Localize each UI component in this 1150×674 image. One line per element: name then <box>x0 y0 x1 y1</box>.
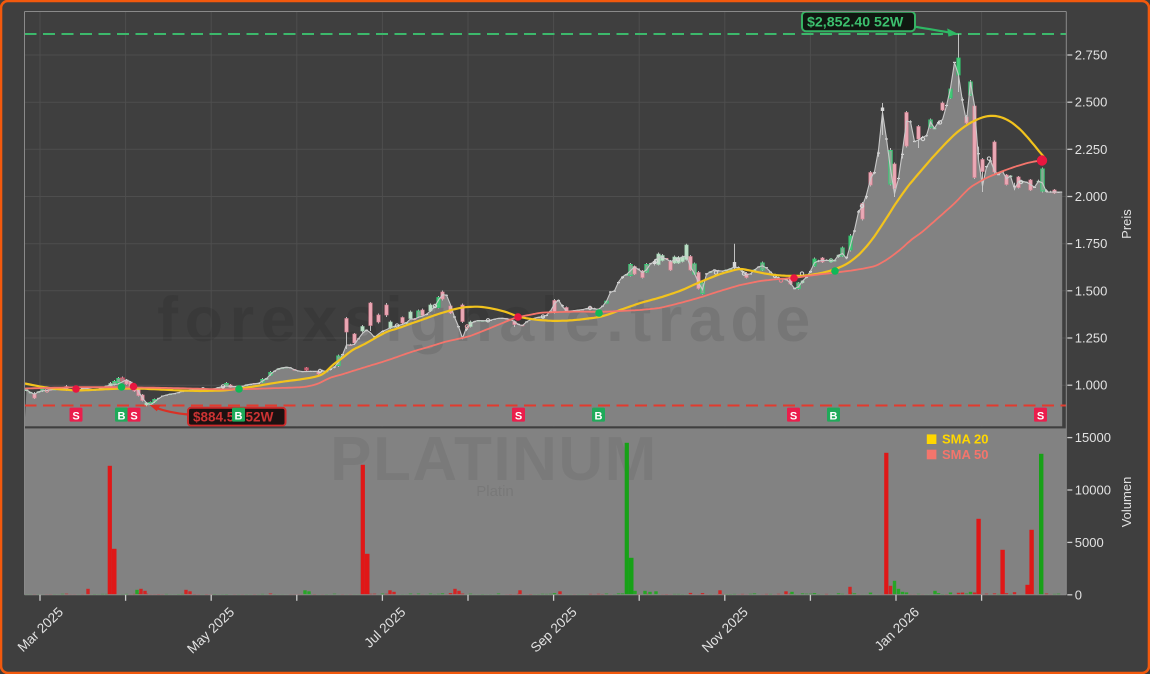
svg-text:Preis: Preis <box>1119 209 1134 239</box>
svg-text:PLATINUM: PLATINUM <box>330 425 658 494</box>
svg-text:10000: 10000 <box>1075 483 1111 498</box>
svg-text:S: S <box>790 411 797 423</box>
svg-text:$2,852.40 52W: $2,852.40 52W <box>807 15 904 31</box>
svg-text:SMA 20: SMA 20 <box>942 432 988 447</box>
svg-text:Platin: Platin <box>476 483 514 500</box>
svg-text:S: S <box>72 411 79 423</box>
svg-text:B: B <box>118 411 126 423</box>
svg-text:1.500: 1.500 <box>1075 283 1108 298</box>
svg-text:B: B <box>235 411 243 423</box>
svg-text:5000: 5000 <box>1075 535 1104 550</box>
svg-text:B: B <box>595 411 603 423</box>
svg-text:0: 0 <box>1075 587 1082 602</box>
svg-text:15000: 15000 <box>1075 430 1111 445</box>
svg-text:SMA 50: SMA 50 <box>942 447 988 462</box>
svg-text:S: S <box>515 411 522 423</box>
svg-text:2.000: 2.000 <box>1075 189 1108 204</box>
svg-text:1.250: 1.250 <box>1075 331 1108 346</box>
svg-text:Volumen: Volumen <box>1119 477 1134 528</box>
svg-text:2.750: 2.750 <box>1075 48 1108 63</box>
svg-text:1.750: 1.750 <box>1075 236 1108 251</box>
svg-text:B: B <box>830 411 838 423</box>
svg-text:2.500: 2.500 <box>1075 95 1108 110</box>
svg-text:2.250: 2.250 <box>1075 142 1108 157</box>
svg-text:S: S <box>130 411 137 423</box>
svg-text:1.000: 1.000 <box>1075 378 1108 393</box>
svg-text:S: S <box>1037 411 1044 423</box>
